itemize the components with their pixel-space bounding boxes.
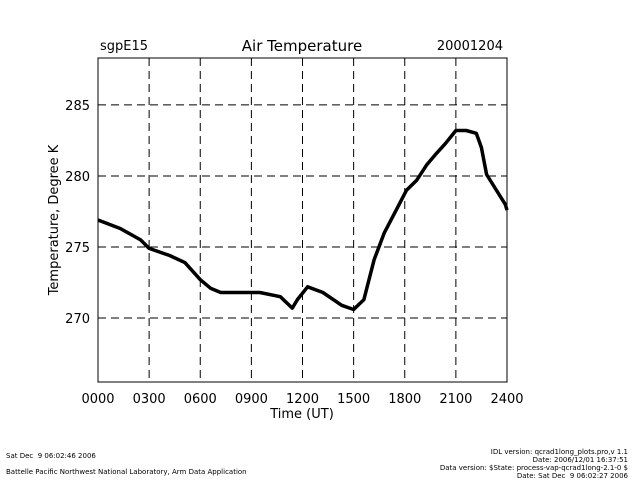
footer-data-version: Data version: $State: process-vap-qcrad1… <box>439 464 628 472</box>
footer-lab: Battelle Pacific Northwest National Labo… <box>6 468 247 476</box>
x-tick-label: 0600 <box>184 392 217 407</box>
x-axis-label: Time (UT) <box>269 407 334 422</box>
footer-data-date: Date: Sat Dec 9 06:02:27 2006 <box>516 472 628 480</box>
site-label: sgpE15 <box>100 39 148 54</box>
footer-timestamp: Sat Dec 9 06:02:46 2006 <box>6 452 96 460</box>
y-tick-label: 285 <box>65 99 90 114</box>
x-tick-label: 2400 <box>490 392 523 407</box>
y-tick-label: 275 <box>65 241 90 256</box>
x-tick-label: 1800 <box>388 392 421 407</box>
temperature-series-line <box>97 128 509 312</box>
footer-idl-version: IDL version: qcrad1long_plots.pro,v 1.1 <box>490 448 628 456</box>
x-tick-label: 0000 <box>81 392 114 407</box>
footer-idl-date: Date: 2006/12/01 16:37:51 <box>532 456 628 464</box>
date-label: 20001204 <box>437 39 503 54</box>
x-tick-label: 2100 <box>439 392 472 407</box>
y-axis-label: Temperature, Degree K <box>47 144 62 296</box>
y-tick-label: 270 <box>65 312 90 327</box>
x-tick-label: 1500 <box>337 392 370 407</box>
y-tick-label: 280 <box>65 170 90 185</box>
x-tick-label: 1200 <box>286 392 319 407</box>
x-tick-label: 0900 <box>235 392 268 407</box>
x-tick-label: 0300 <box>133 392 166 407</box>
chart-title: Air Temperature <box>242 37 362 55</box>
